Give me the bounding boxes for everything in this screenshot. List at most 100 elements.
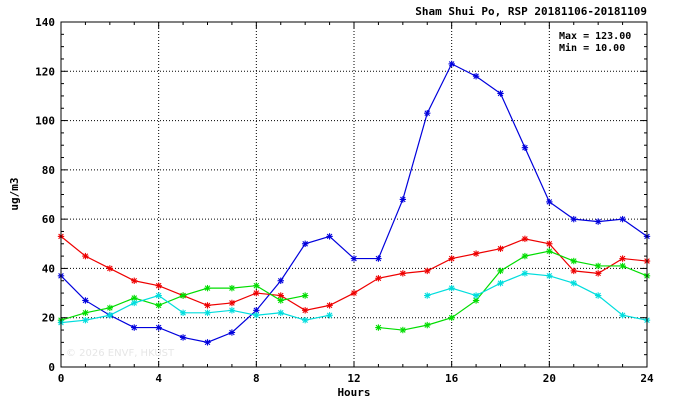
data-point: [594, 270, 602, 277]
data-point: [155, 324, 162, 331]
marker-stroke: [155, 302, 162, 309]
y-tick-label: 80: [42, 164, 55, 177]
marker-stroke: [400, 196, 406, 203]
data-point: [301, 292, 309, 299]
marker-stroke: [595, 270, 601, 277]
watermark: © 2026 ENVF, HKUST: [66, 348, 175, 359]
data-point: [204, 302, 211, 309]
data-point: [546, 247, 553, 255]
marker-stroke: [82, 317, 89, 323]
data-point: [619, 312, 626, 319]
data-point: [277, 292, 284, 299]
data-point: [424, 267, 431, 275]
marker-stroke: [277, 277, 284, 284]
series-line: [60, 63, 648, 343]
marker-stroke: [448, 255, 455, 262]
min-annotation: Min = 10.00: [559, 42, 625, 54]
series-line: [60, 294, 330, 324]
marker-stroke: [522, 253, 528, 259]
data-point: [179, 309, 187, 316]
data-point: [424, 109, 431, 117]
data-point: [424, 292, 431, 299]
y-tick-label: 0: [48, 361, 55, 374]
data-point: [521, 235, 529, 243]
marker-stroke: [619, 216, 626, 222]
marker-stroke: [155, 282, 162, 289]
marker-stroke: [302, 317, 308, 323]
data-point: [179, 292, 187, 299]
marker-stroke: [302, 292, 308, 299]
series-line: [427, 272, 648, 321]
data-point: [570, 215, 577, 223]
marker-stroke: [277, 309, 284, 316]
data-point: [375, 324, 382, 331]
marker-stroke: [277, 297, 284, 304]
marker-stroke: [473, 297, 479, 304]
y-tick-label: 140: [35, 16, 55, 29]
data-point: [155, 302, 162, 309]
data-point: [497, 267, 504, 275]
data-point: [570, 257, 577, 265]
x-tick-label: 0: [58, 372, 65, 385]
data-point: [448, 255, 455, 262]
series-3: [57, 247, 651, 334]
marker-stroke: [204, 339, 211, 346]
marker-stroke: [204, 309, 211, 316]
data-point: [472, 292, 480, 299]
data-point: [594, 262, 602, 270]
marker-stroke: [229, 307, 235, 314]
marker-stroke: [180, 334, 186, 341]
data-point: [277, 309, 284, 316]
y-tick-label: 20: [42, 312, 55, 325]
marker-stroke: [326, 233, 333, 240]
marker-stroke: [131, 277, 138, 284]
grid: [61, 22, 647, 367]
data-point: [179, 334, 187, 341]
marker-stroke: [82, 309, 89, 316]
marker-stroke: [82, 297, 89, 304]
data-point: [82, 316, 89, 324]
data-point: [253, 282, 260, 289]
data-point: [253, 289, 260, 297]
marker-stroke: [302, 240, 308, 247]
x-tick-label: 4: [155, 372, 162, 385]
marker-stroke: [595, 218, 601, 225]
x-tick-label: 24: [640, 372, 654, 385]
marker-stroke: [473, 73, 479, 80]
marker-stroke: [619, 255, 626, 262]
marker-stroke: [497, 245, 504, 252]
data-point: [106, 312, 114, 319]
marker-stroke: [277, 292, 284, 299]
data-point: [131, 299, 138, 307]
data-point: [131, 324, 138, 331]
data-point: [521, 144, 529, 151]
series-4: [57, 270, 651, 326]
max-annotation: Max = 123.00: [559, 31, 631, 42]
data-point: [326, 302, 333, 309]
data-point: [155, 292, 162, 299]
x-tick-label: 12: [347, 372, 360, 385]
marker-stroke: [448, 285, 455, 291]
data-point: [301, 240, 309, 247]
marker-stroke: [448, 314, 455, 321]
data-point: [570, 267, 577, 275]
marker-stroke: [253, 307, 260, 314]
marker-stroke: [180, 309, 186, 316]
marker-stroke: [180, 292, 186, 299]
series-line: [378, 250, 648, 331]
marker-stroke: [424, 268, 431, 274]
data-point: [204, 309, 211, 316]
data-point: [399, 196, 407, 203]
marker-stroke: [155, 324, 162, 331]
marker-stroke: [400, 270, 406, 277]
marker-stroke: [570, 268, 577, 274]
data-point: [375, 275, 382, 282]
data-point: [472, 250, 480, 257]
marker-stroke: [546, 240, 553, 247]
data-point: [619, 255, 626, 262]
marker-stroke: [546, 199, 553, 205]
marker-stroke: [326, 312, 333, 319]
marker-stroke: [107, 265, 113, 272]
x-tick-label: 16: [445, 372, 459, 385]
marker-stroke: [595, 263, 601, 269]
